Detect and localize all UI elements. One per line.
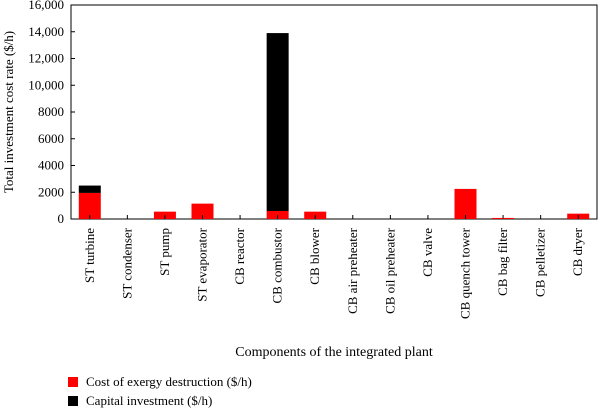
legend-swatch-red xyxy=(68,376,78,387)
x-tick-label: ST pump xyxy=(157,228,172,276)
plot-frame xyxy=(70,4,598,220)
x-tick-label: CB valve xyxy=(420,228,435,277)
y-tick-label: 0 xyxy=(58,211,65,226)
bar-capital-investment xyxy=(266,33,289,211)
y-tick-label: 8000 xyxy=(38,104,64,119)
x-tick-label: CB pelletizer xyxy=(533,227,548,297)
legend-item-capital-investment: Capital investment ($/h) xyxy=(68,391,252,410)
bar-capital-investment xyxy=(78,185,101,193)
x-axis-label: Components of the integrated plant xyxy=(235,345,433,360)
legend-label: Cost of exergy destruction ($/h) xyxy=(86,373,252,389)
x-tick-label: CB bag filter xyxy=(495,227,510,296)
y-tick-label: 12,000 xyxy=(28,51,64,66)
x-tick-label: CB reactor xyxy=(232,227,247,284)
y-tick-label: 6000 xyxy=(38,131,64,146)
bar-exergy-destruction xyxy=(266,210,289,219)
legend-swatch-black xyxy=(68,395,78,406)
x-tick-label: CB oil preheater xyxy=(382,227,397,314)
x-tick-label: ST evaporator xyxy=(195,227,210,301)
x-tick-label: CB dryer xyxy=(570,227,585,276)
y-tick-label: 16,000 xyxy=(28,0,64,12)
x-tick-label: ST turbine xyxy=(82,228,97,283)
bar-exergy-destruction xyxy=(454,188,477,219)
y-tick-label: 10,000 xyxy=(28,77,64,92)
y-tick-label: 4000 xyxy=(38,158,64,173)
y-tick-label: 14,000 xyxy=(28,24,64,39)
legend: Cost of exergy destruction ($/h) Capital… xyxy=(68,372,252,410)
bar-exergy-destruction xyxy=(78,192,101,219)
legend-item-exergy-destruction: Cost of exergy destruction ($/h) xyxy=(68,372,252,391)
y-tick-label: 2000 xyxy=(38,184,64,199)
legend-label: Capital investment ($/h) xyxy=(86,392,213,408)
x-tick-label: CB blower xyxy=(307,227,322,284)
y-axis-label: Total investment cost rate ($/h) xyxy=(1,31,16,193)
x-tick-label: CB air preheater xyxy=(345,227,360,314)
x-tick-label: ST condenser xyxy=(119,227,134,299)
bar-exergy-destruction xyxy=(191,203,214,219)
x-tick-label: CB combustor xyxy=(270,227,285,303)
x-tick-label: CB quench tower xyxy=(458,227,473,319)
plot-area: 0 2000 4000 6000 8000 10,000 12,000 14,000 16,00… xyxy=(28,0,598,319)
